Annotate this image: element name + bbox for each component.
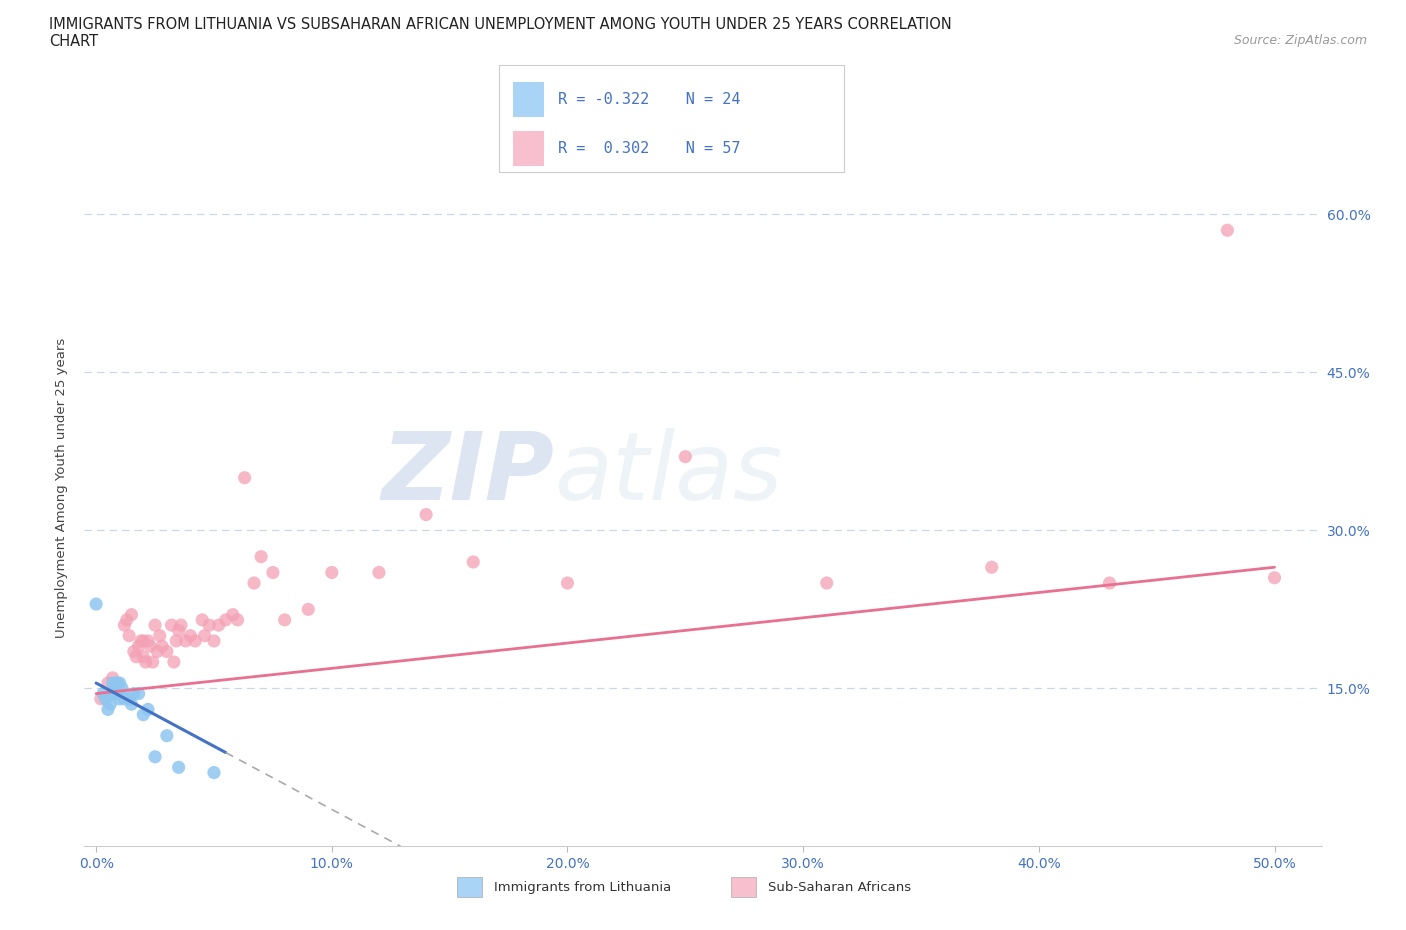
Point [84, 597, 107, 612]
Point [121, 607, 143, 622]
Point [112, 618, 135, 632]
Point [129, 633, 152, 648]
Text: Source: ZipAtlas.com: Source: ZipAtlas.com [1233, 34, 1367, 47]
Point [215, 613, 238, 628]
Point [135, 655, 157, 670]
Point [165, 633, 187, 648]
Point [121, 697, 143, 711]
Point [98, 697, 121, 711]
Point [108, 691, 131, 706]
Point [233, 471, 256, 485]
Point [1216, 223, 1239, 238]
Point [297, 602, 319, 617]
Point [243, 576, 266, 591]
Point [104, 675, 127, 690]
Point [118, 691, 141, 706]
Point [415, 507, 437, 522]
Point [149, 629, 172, 644]
Point [94, 691, 117, 706]
Point [122, 644, 145, 659]
Point [368, 565, 391, 580]
Y-axis label: Unemployment Among Youth under 25 years: Unemployment Among Youth under 25 years [55, 339, 69, 638]
Point [112, 691, 135, 706]
Point [125, 649, 148, 664]
Point [208, 618, 231, 632]
Point [104, 686, 127, 701]
Point [262, 565, 284, 580]
Point [132, 707, 155, 722]
Point [91, 686, 114, 701]
Point [90, 691, 112, 706]
Point [184, 633, 207, 648]
Point [146, 644, 169, 659]
Text: Sub-Saharan Africans: Sub-Saharan Africans [768, 881, 911, 894]
Point [139, 639, 162, 654]
Point [108, 675, 131, 690]
Point [673, 449, 696, 464]
Point [202, 765, 225, 780]
Point [250, 550, 273, 565]
Point [132, 633, 155, 648]
Point [321, 565, 343, 580]
Point [132, 649, 155, 664]
Point [179, 629, 201, 644]
Point [101, 671, 124, 685]
Point [163, 655, 186, 670]
Text: CHART: CHART [49, 34, 98, 49]
Point [156, 644, 179, 659]
Text: atlas: atlas [554, 429, 783, 520]
Point [463, 554, 485, 569]
Text: ZIP: ZIP [381, 428, 554, 520]
Point [202, 633, 225, 648]
Point [1098, 576, 1121, 591]
Point [167, 760, 190, 775]
Point [174, 633, 197, 648]
Text: Immigrants from Lithuania: Immigrants from Lithuania [494, 881, 671, 894]
Point [97, 702, 120, 717]
Point [136, 633, 159, 648]
Point [193, 629, 215, 644]
Point [128, 639, 150, 654]
Point [191, 613, 214, 628]
Point [143, 750, 166, 764]
Point [128, 686, 150, 701]
Point [222, 607, 245, 622]
Point [136, 702, 159, 717]
Point [105, 686, 128, 701]
Point [160, 618, 183, 632]
Text: R = -0.322    N = 24: R = -0.322 N = 24 [558, 92, 741, 107]
Point [111, 681, 134, 696]
Point [156, 728, 179, 743]
Point [97, 675, 120, 690]
Point [980, 560, 1002, 575]
Point [167, 623, 190, 638]
Point [273, 613, 295, 628]
Point [143, 618, 166, 632]
Point [226, 613, 249, 628]
Point [115, 613, 138, 628]
Point [557, 576, 579, 591]
Point [815, 576, 838, 591]
Point [108, 686, 131, 701]
Point [101, 686, 124, 701]
Point [198, 618, 221, 632]
Point [142, 655, 165, 670]
Point [122, 686, 145, 701]
Text: IMMIGRANTS FROM LITHUANIA VS SUBSAHARAN AFRICAN UNEMPLOYMENT AMONG YOUTH UNDER 2: IMMIGRANTS FROM LITHUANIA VS SUBSAHARAN … [49, 17, 952, 32]
Point [105, 675, 128, 690]
Point [118, 629, 141, 644]
Point [170, 618, 193, 632]
Text: R =  0.302    N = 57: R = 0.302 N = 57 [558, 141, 741, 156]
Point [1263, 570, 1285, 585]
Point [101, 675, 124, 690]
Point [150, 639, 173, 654]
